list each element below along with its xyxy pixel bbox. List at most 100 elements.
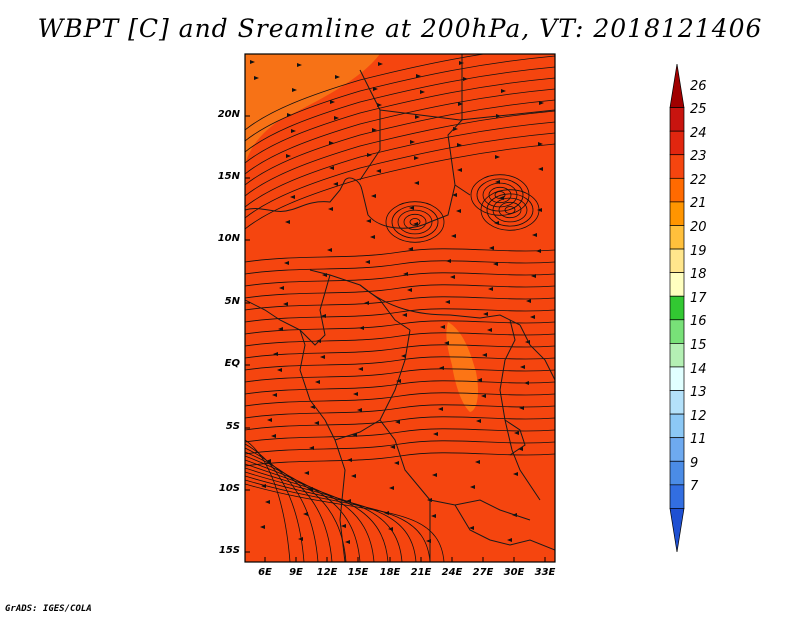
streamline-arrow [327, 248, 332, 252]
streamline-arrow [499, 196, 504, 200]
streamline-arrow [271, 434, 276, 438]
colorbar-label: 20 [690, 220, 707, 236]
lon-label: 27E [472, 567, 494, 578]
streamline [488, 186, 512, 204]
streamline [245, 248, 555, 263]
streamline-arrow [346, 499, 351, 503]
lon-label: 6E [258, 567, 272, 578]
colorbar-swatch [669, 63, 685, 108]
country-borders [245, 54, 555, 562]
colorbar-swatch [669, 201, 685, 226]
streamline-arrow [286, 154, 291, 158]
streamline-arrow [489, 246, 494, 250]
streamline-arrow [365, 260, 370, 264]
streamline [245, 467, 389, 562]
streamline-arrow [359, 326, 364, 330]
streamline [245, 440, 555, 455]
streamline [245, 284, 555, 299]
streamline-arrow [261, 484, 266, 488]
streamline-arrow [254, 76, 259, 80]
lat-label: 15S [218, 545, 240, 556]
streamline [245, 55, 555, 142]
streamline-arrow [446, 259, 451, 263]
streamlines [245, 54, 555, 562]
colorbar-label: 26 [690, 78, 707, 94]
streamline-arrow [321, 314, 326, 318]
streamline-arrow [432, 473, 437, 477]
credit-text: GrADS: IGES/COLA [5, 604, 92, 614]
lat-label: EQ [224, 358, 240, 369]
streamline-arrow [476, 419, 481, 423]
streamline-arrow [414, 156, 419, 160]
streamline [245, 143, 555, 230]
streamline-arrow [536, 249, 541, 253]
streamline [245, 110, 555, 197]
streamline [245, 66, 555, 153]
streamline [245, 479, 431, 562]
streamline-arrow [526, 299, 531, 303]
streamline-arrow [309, 446, 314, 450]
lon-label: 15E [347, 567, 369, 578]
streamline-arrow [414, 181, 419, 185]
streamline [245, 332, 555, 347]
colorbar-swatch [669, 390, 685, 415]
streamline-arrow [367, 153, 372, 157]
streamline [245, 121, 555, 208]
streamline-arrow [265, 500, 270, 504]
streamline [245, 77, 555, 164]
streamline-arrow [273, 352, 278, 356]
streamline-arrow [458, 102, 463, 106]
streamline-arrow [507, 538, 512, 542]
streamline-arrow [394, 461, 399, 465]
streamline-arrow [531, 274, 536, 278]
streamline-arrow [481, 394, 486, 398]
colorbar-swatch [669, 272, 685, 297]
streamline-arrow [366, 219, 371, 223]
streamline-arrow [456, 209, 461, 213]
streamline [245, 443, 305, 562]
streamline-arrow [408, 247, 413, 251]
streamline-arrow [501, 89, 506, 93]
colorbar-label: 25 [690, 102, 707, 118]
streamline [245, 368, 555, 383]
lon-label: 21E [410, 567, 432, 578]
streamline [245, 392, 555, 407]
streamline-arrow [283, 302, 288, 306]
streamline-arrow [345, 540, 350, 544]
lon-label: 9E [289, 567, 303, 578]
streamline [245, 54, 487, 131]
colorbar-swatch [669, 248, 685, 273]
streamline-arrow [415, 115, 420, 119]
streamline [245, 132, 555, 219]
warm-region-north [245, 54, 380, 165]
streamline-arrow [494, 221, 499, 225]
streamline [245, 260, 555, 275]
streamline [245, 428, 555, 443]
streamline-arrow [310, 405, 315, 409]
streamline-arrow [329, 141, 334, 145]
streamline-arrow [272, 393, 277, 397]
colorbar-label: 16 [690, 314, 707, 330]
streamline-arrow [513, 472, 518, 476]
streamline-arrow [304, 471, 309, 475]
colorbar-swatch [669, 484, 685, 509]
streamline [504, 206, 516, 214]
lat-label: 15N [217, 171, 240, 182]
streamline-arrow [470, 485, 475, 489]
streamline-arrow [475, 460, 480, 464]
colorbar-swatch [669, 225, 685, 250]
lon-label: 30E [503, 567, 525, 578]
streamline-arrow [378, 62, 383, 66]
streamline-arrow [450, 275, 455, 279]
colorbar-swatch [669, 177, 685, 203]
colorbar-label: 24 [690, 125, 707, 141]
streamline-arrow [518, 447, 523, 451]
streamline-arrow [292, 88, 297, 92]
streamline-arrow [384, 511, 389, 515]
streamline-arrow [297, 63, 302, 67]
streamline-arrow [524, 381, 529, 385]
streamline-arrow [285, 220, 290, 224]
streamline-arrow [260, 525, 265, 529]
colorbar-label: 23 [690, 149, 707, 165]
